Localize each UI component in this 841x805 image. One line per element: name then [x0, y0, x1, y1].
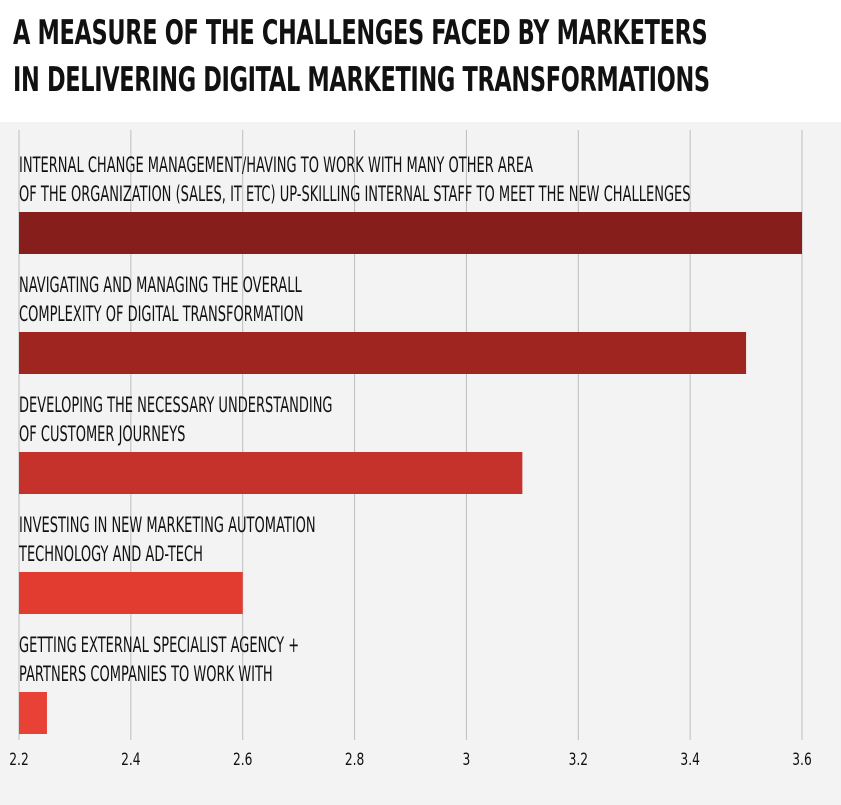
x-tick-label: 2.6	[233, 750, 252, 770]
x-tick-label: 2.8	[345, 750, 364, 770]
x-tick-label: 3.2	[569, 750, 588, 770]
bar	[19, 452, 523, 494]
category-label: GETTING EXTERNAL SPECIALIST AGENCY +	[19, 634, 299, 658]
category-label: NAVIGATING AND MANAGING THE OVERALL	[19, 274, 302, 298]
category-label: OF CUSTOMER JOURNEYS	[19, 423, 185, 447]
bar	[19, 692, 47, 734]
category-label: INTERNAL CHANGE MANAGEMENT/HAVING TO WOR…	[19, 154, 533, 178]
bar	[19, 572, 243, 614]
title-band	[0, 0, 841, 122]
category-label: COMPLEXITY OF DIGITAL TRANSFORMATION	[19, 303, 304, 327]
bar	[19, 212, 802, 254]
x-tick-label: 2.2	[9, 750, 28, 770]
x-tick-label: 2.4	[121, 750, 140, 770]
category-label: OF THE ORGANIZATION (SALES, IT ETC) UP-S…	[19, 183, 691, 207]
category-label: INVESTING IN NEW MARKETING AUTOMATION	[19, 514, 316, 538]
x-tick-label: 3.6	[792, 750, 811, 770]
x-tick-label: 3	[463, 750, 471, 770]
x-axis-ticks: 2.2 2.4 2.6 2.8 3 3.2 3.4 3.6	[9, 750, 811, 770]
category-label: DEVELOPING THE NECESSARY UNDERSTANDING	[19, 394, 333, 418]
category-labels: INTERNAL CHANGE MANAGEMENT/HAVING TO WOR…	[18, 154, 690, 687]
bar	[19, 332, 747, 374]
x-tick-label: 3.4	[680, 750, 699, 770]
category-label: TECHNOLOGY AND AD-TECH	[18, 543, 203, 567]
bars	[19, 212, 802, 734]
category-label: PARTNERS COMPANIES TO WORK WITH	[19, 663, 273, 687]
